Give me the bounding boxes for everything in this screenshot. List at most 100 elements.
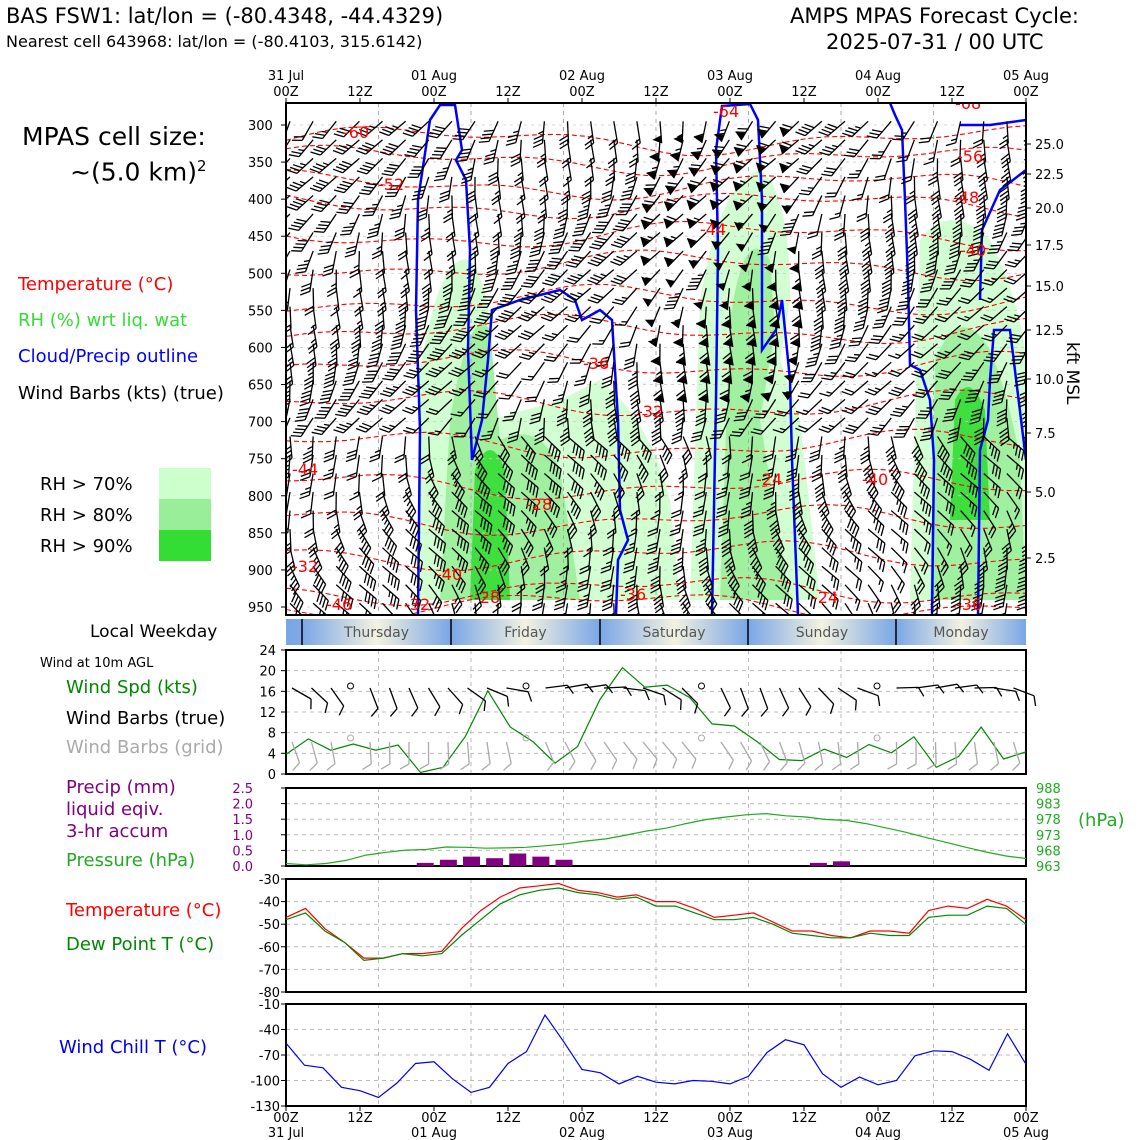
wind-tick-label: 0 <box>268 768 276 783</box>
wind-barb-flag <box>403 494 412 503</box>
wind-barb-flag <box>631 142 641 150</box>
wind-barb <box>563 287 592 303</box>
wind-barb <box>624 566 638 593</box>
wind-barb <box>428 491 443 520</box>
wind-barb-flag <box>506 500 510 512</box>
wind-barb-flag <box>482 501 487 512</box>
wind-barb-flag <box>549 260 560 264</box>
wind-barb-flag <box>517 171 523 177</box>
cell-size-value: ~(5.0 km)2 <box>70 157 207 187</box>
temperature-contour <box>286 283 1026 316</box>
wind-barb <box>626 510 638 538</box>
wind-barb <box>493 195 503 225</box>
wind-barb-flag <box>1011 233 1022 236</box>
wind-barb-staff <box>312 602 331 615</box>
wind-barb-flag <box>620 219 631 223</box>
wind-barb-flag <box>317 252 328 255</box>
wind-barb-flag <box>454 481 459 488</box>
temperature-contour-label: -36 <box>620 585 646 604</box>
wind-barb <box>310 139 337 156</box>
wind-barb-flag <box>399 763 410 770</box>
wind-barb-flag <box>532 484 536 496</box>
temperature-contour <box>286 125 1026 157</box>
wind-barb-flag <box>425 475 435 484</box>
wind-barb-pennant <box>665 186 675 195</box>
wind-barb-flag <box>455 321 466 323</box>
wind-barb-flag <box>645 184 656 186</box>
wind-barb-flag <box>381 173 392 177</box>
wind-barb-flag <box>286 468 290 474</box>
wind-barb-flag <box>432 517 437 528</box>
wind-barb-flag <box>405 129 416 135</box>
wind-barb-flag <box>391 342 402 347</box>
temperature-contour <box>286 192 1026 220</box>
wind-barb-flag <box>286 342 294 350</box>
wind-barb-flag <box>579 394 590 400</box>
wind-barb-flag <box>325 371 336 377</box>
wind-barb-flag <box>557 216 568 223</box>
wind-barb-flag <box>1027 428 1032 432</box>
wind-barb-flag <box>363 572 368 584</box>
wind-barb-flag <box>468 278 474 283</box>
wind-barb-flag <box>359 408 370 413</box>
wind-barb-flag <box>654 416 663 424</box>
legend-temperature: Temperature (°C) <box>18 274 174 295</box>
wind-barb-flag <box>1035 446 1045 456</box>
wind-barb <box>865 343 892 361</box>
wind-barb <box>629 417 641 447</box>
wind-barb-flag <box>273 214 283 224</box>
wind-barb <box>428 528 447 554</box>
wind-barb-flag <box>286 402 290 409</box>
wind-barb-flag <box>442 561 447 573</box>
wind-barb-flag <box>650 583 660 590</box>
wind-barb-flag <box>1026 532 1036 539</box>
wind-barb-flag <box>446 249 456 258</box>
wind-barb-flag <box>322 389 334 393</box>
wind-barb <box>520 510 537 537</box>
wind-barb-flag <box>523 311 534 317</box>
wind-barb-flag <box>489 245 500 253</box>
wind-barb <box>630 399 642 429</box>
wind-barb <box>377 269 387 299</box>
wind-barb <box>507 417 522 444</box>
wind-barb-flag <box>456 517 461 528</box>
wind-barb-flag <box>335 165 346 171</box>
wind-barb-flag <box>581 450 585 461</box>
wind-barb-flag <box>337 410 348 414</box>
wind-barb-flag <box>647 542 658 547</box>
wind-barb-flag <box>624 560 635 566</box>
wind-barb <box>605 380 616 409</box>
wind-barb-flag <box>365 374 377 376</box>
wind-barb <box>354 288 364 317</box>
wind-barb <box>286 491 291 518</box>
wind-barb-flag <box>461 296 472 300</box>
wind-barb <box>690 139 707 161</box>
wind-barb-flag <box>689 197 700 202</box>
wind-barb <box>326 269 337 298</box>
wind-barb-flag <box>888 354 899 359</box>
wind-barb <box>382 547 400 573</box>
wind-barb-flag <box>313 563 321 573</box>
wind-barb-flag <box>494 190 501 195</box>
wind-barb-flag <box>648 560 659 566</box>
wind-barb-flag <box>645 277 652 280</box>
wind-barb-flag <box>603 356 610 359</box>
wind-barb-flag <box>608 161 618 169</box>
wind-barb-flag <box>287 169 298 174</box>
wind-barb-flag <box>369 125 376 129</box>
wind-barb-flag <box>550 248 561 251</box>
wind-barb-flag <box>361 144 373 150</box>
wind-barb-flag <box>363 185 375 189</box>
wind-barb-flag <box>286 390 291 395</box>
wind-barb <box>382 565 400 591</box>
wind-barb-flag <box>338 559 345 569</box>
wind-barb-flag <box>391 208 402 212</box>
wind-barb <box>332 139 360 155</box>
cloud-outline <box>888 103 936 615</box>
wind-barb-flag <box>288 227 299 232</box>
wind-barb-flag <box>687 183 698 187</box>
wind-barb-flag <box>395 324 406 330</box>
wind-barb <box>505 121 522 146</box>
wind-barb-flag <box>530 245 542 250</box>
wind-barb-flag <box>564 280 575 285</box>
